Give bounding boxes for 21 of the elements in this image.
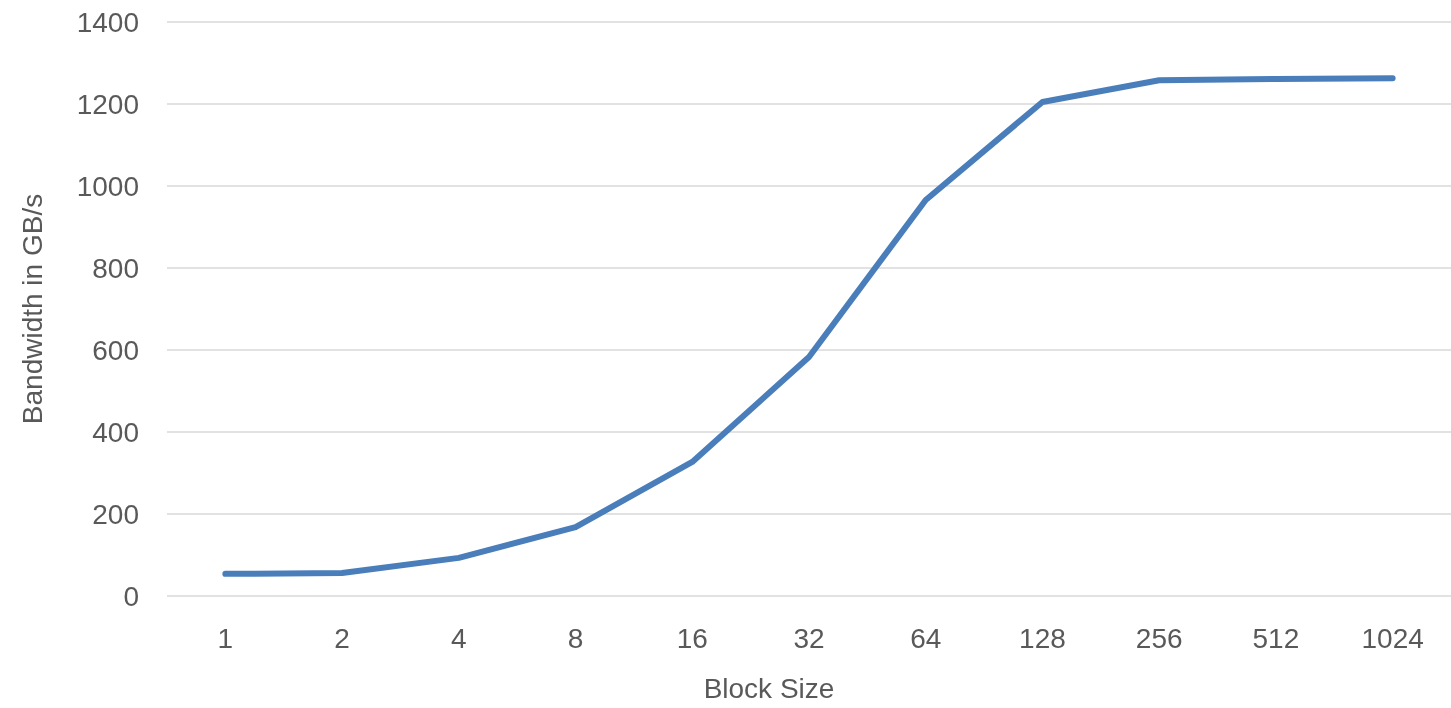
y-axis-title: Bandwidth in GB/s: [17, 193, 48, 425]
y-tick-label: 1200: [76, 88, 139, 120]
x-tick-label: 16: [676, 623, 708, 654]
x-tick-label: 256: [1135, 623, 1183, 654]
x-tick-label: 32: [793, 623, 825, 654]
x-tick-label: 512: [1252, 623, 1300, 654]
x-tick-label: 128: [1019, 623, 1066, 654]
y-tick-label: 800: [92, 252, 139, 284]
x-tick-label: 4: [451, 623, 467, 654]
x-tick-label: 2: [334, 623, 350, 654]
y-tick-label: 0: [123, 580, 139, 612]
y-tick-label: 400: [92, 416, 139, 448]
x-tick-label: 1: [217, 623, 234, 654]
y-tick-label: 600: [92, 334, 139, 366]
x-tick-label: 1024: [1361, 623, 1424, 654]
y-tick-label: 1400: [76, 6, 139, 38]
x-tick-label: 8: [567, 623, 584, 654]
x-tick-label: 64: [910, 623, 942, 654]
x-axis-title: Block Size: [703, 673, 835, 704]
y-tick-label: 1000: [76, 170, 139, 202]
y-tick-label: 200: [92, 498, 139, 530]
